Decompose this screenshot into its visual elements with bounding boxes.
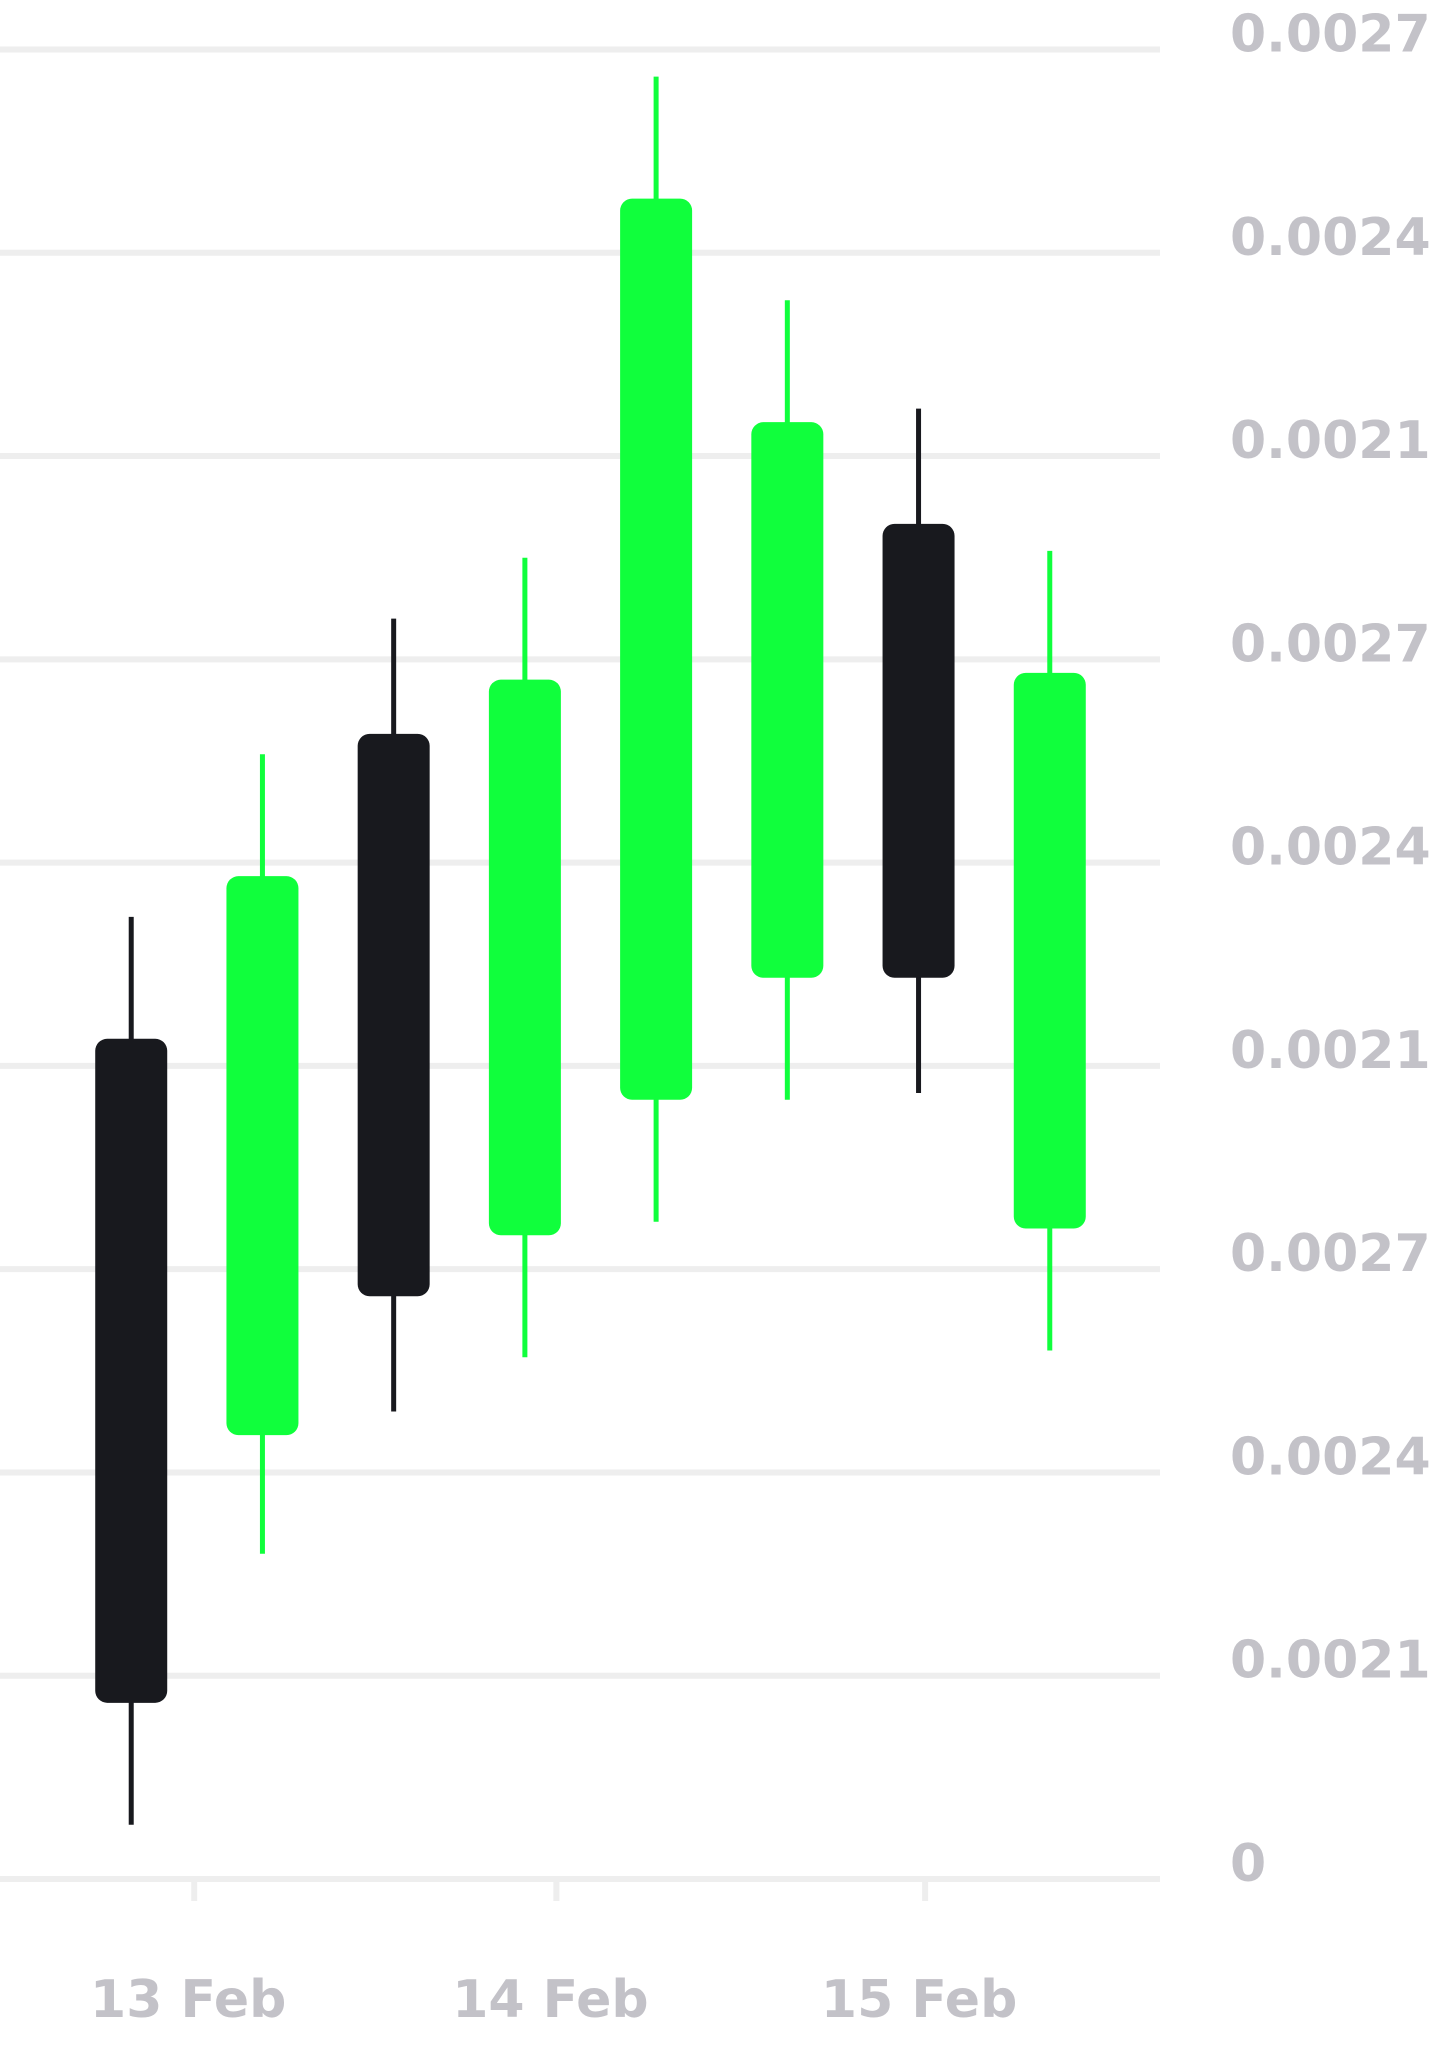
y-tick-label: 0.0027 <box>1230 1224 1431 1284</box>
x-tick-label: 14 Feb <box>452 1970 648 2030</box>
y-tick-label: 0.0021 <box>1230 1021 1431 1081</box>
candle-body <box>357 733 430 1297</box>
candle-body <box>1013 672 1086 1229</box>
y-tick-label: 0.0021 <box>1230 411 1431 471</box>
candle-body <box>751 422 824 978</box>
x-tick-label: 15 Feb <box>821 1970 1017 2030</box>
y-tick-label: 0.0027 <box>1230 614 1431 674</box>
candle-body <box>488 679 561 1236</box>
y-tick-label: 0.0024 <box>1230 208 1431 268</box>
y-tick-label: 0.0024 <box>1230 818 1431 878</box>
x-tick-label: 13 Feb <box>90 1970 286 2030</box>
candle-body <box>882 523 955 978</box>
candle-body <box>226 876 299 1436</box>
y-tick-label: 0.0024 <box>1230 1427 1431 1487</box>
candle-body <box>620 198 693 1100</box>
y-tick-label: 0.0021 <box>1230 1631 1431 1691</box>
candle-body <box>95 1038 168 1703</box>
y-tick-label: 0 <box>1230 1834 1266 1894</box>
y-tick-label: 0.0027 <box>1230 5 1431 65</box>
